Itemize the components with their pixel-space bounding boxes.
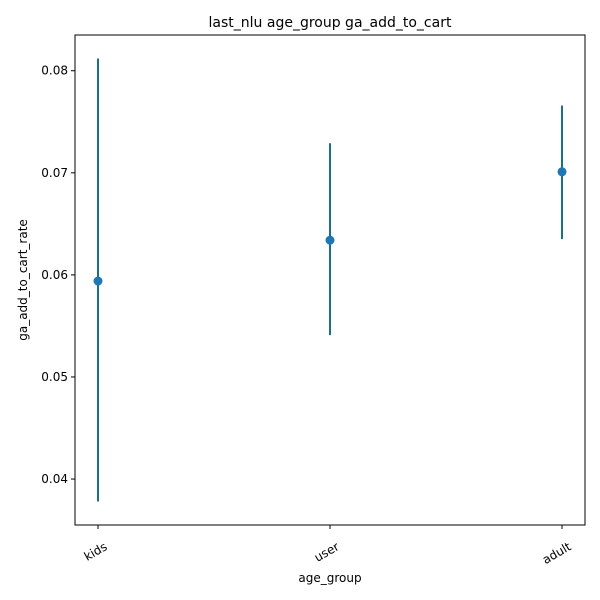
y-tick-label: 0.06 xyxy=(41,268,68,282)
x-axis-label: age_group xyxy=(298,571,361,585)
x-tick-label: adult xyxy=(540,539,574,567)
y-axis-label: ga_add_to_cart_rate xyxy=(16,219,30,341)
x-tick-label: kids xyxy=(82,539,110,563)
y-tick-label: 0.05 xyxy=(41,370,68,384)
y-tick-label: 0.08 xyxy=(41,64,68,78)
data-point xyxy=(557,167,567,177)
y-tick-label: 0.07 xyxy=(41,166,68,180)
x-tick-label: user xyxy=(312,539,342,564)
data-point xyxy=(93,276,103,286)
x-axis: kids user adult xyxy=(82,525,574,567)
chart-title: last_nlu age_group ga_add_to_cart xyxy=(209,15,452,31)
data-point xyxy=(325,235,335,245)
y-tick-label: 0.04 xyxy=(41,472,68,486)
y-axis: 0.04 0.05 0.06 0.07 0.08 xyxy=(41,64,75,486)
chart-marks xyxy=(93,58,567,502)
